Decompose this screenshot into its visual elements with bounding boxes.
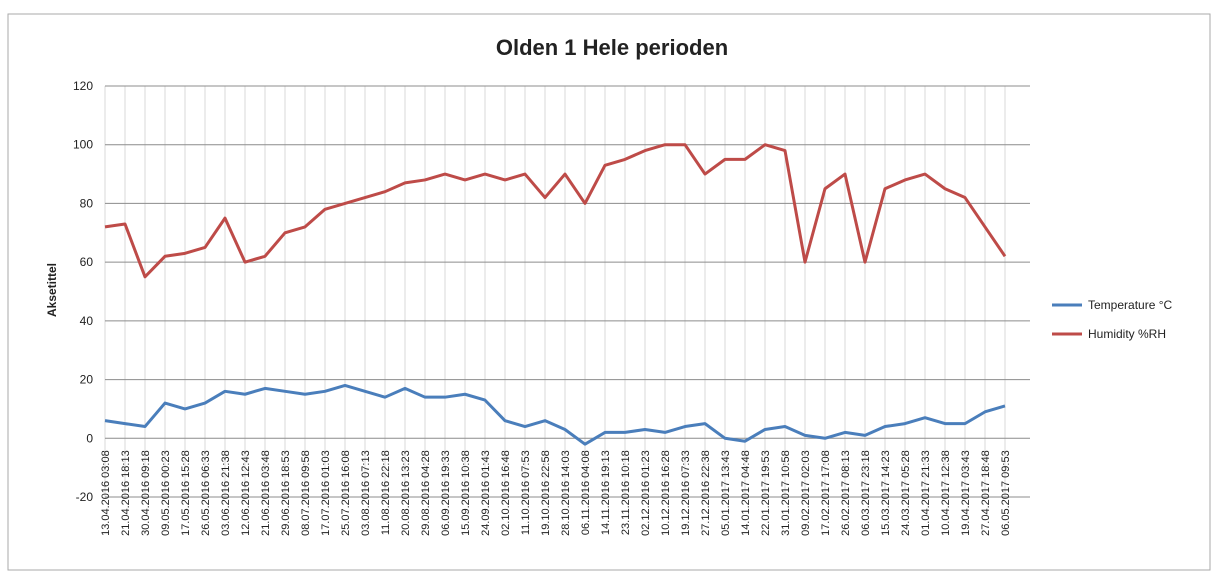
x-tick-label: 20.08.2016 13:23 [400,450,412,536]
x-tick-label: 21.06.2016 03:48 [260,450,272,536]
x-tick-label: 17.07.2016 01:03 [320,450,332,536]
x-tick-label: 29.08.2016 04:28 [420,450,432,536]
x-tick-label: 19.04.2017 03:43 [960,450,972,536]
x-tick-label: 02.12.2016 01:23 [640,450,652,536]
x-tick-label: 05.01.2017 13:43 [720,450,732,536]
x-tick-label: 06.09.2016 19:33 [440,450,452,536]
x-tick-label: 02.10.2016 16:48 [500,450,512,536]
x-tick-label: 21.04.2016 18:13 [120,450,132,536]
x-tick-label: 25.07.2016 16:08 [340,450,352,536]
y-tick-label: 40 [80,314,94,328]
x-tick-label: 14.01.2017 04:48 [740,450,752,536]
x-tick-label: 19.10.2016 22:58 [540,450,552,536]
x-tick-label: 24.09.2016 01:43 [480,450,492,536]
x-tick-label: 27.12.2016 22:38 [700,450,712,536]
x-tick-label: 30.04.2016 09:18 [140,450,152,536]
chart-title: Olden 1 Hele perioden [496,35,728,60]
x-tick-label: 03.08.2016 07:13 [360,450,372,536]
y-tick-label: 60 [80,255,94,269]
x-tick-label: 13.04.2016 03:08 [100,450,112,536]
y-axis-title: Aksetittel [45,263,59,317]
x-tick-label: 17.02.2017 17:08 [820,450,832,536]
y-tick-label: 100 [73,138,93,152]
x-tick-label: 14.11.2016 19:13 [600,450,612,535]
x-tick-label: 06.11.2016 04:08 [580,450,592,535]
x-tick-label: 10.12.2016 16:28 [660,450,672,536]
x-tick-label: 15.03.2017 14:23 [880,450,892,536]
x-tick-label: 11.10.2016 07:53 [520,450,532,535]
x-tick-label: 06.03.2017 23:18 [860,450,872,536]
x-tick-label: 31.01.2017 10:58 [780,450,792,536]
x-tick-label: 10.04.2017 12:38 [940,450,952,536]
x-tick-label: 01.04.2017 21:33 [920,450,932,536]
x-tick-label: 28.10.2016 14:03 [560,450,572,536]
x-tick-label: 22.01.2017 19:53 [760,450,772,536]
y-tick-label: 80 [80,196,94,210]
y-tick-label: 120 [73,79,93,93]
y-tick-label: 0 [86,431,93,445]
x-tick-label: 12.06.2016 12:43 [240,450,252,536]
x-tick-label: 29.06.2016 18:53 [280,450,292,536]
x-tick-label: 09.05.2016 00:23 [160,450,172,536]
x-tick-label: 03.06.2016 21:38 [220,450,232,536]
x-tick-label: 24.03.2017 05:28 [900,450,912,536]
x-tick-label: 26.05.2016 06:33 [200,450,212,536]
y-tick-label: -20 [76,490,94,504]
x-tick-label: 17.05.2016 15:28 [180,450,192,536]
y-tick-label: 20 [80,373,94,387]
x-tick-label: 23.11.2016 10:18 [620,450,632,535]
legend-label: Humidity %RH [1088,327,1166,341]
x-tick-label: 15.09.2016 10:38 [460,450,472,536]
series-line [104,383,1006,446]
series-line [104,143,1007,279]
x-tick-label: 19.12.2016 07:33 [680,450,692,536]
x-tick-label: 11.08.2016 22:18 [380,450,392,535]
chart-frame [7,13,1211,571]
x-tick-label: 06.05.2017 09:53 [1000,450,1012,536]
x-tick-label: 27.04.2017 18:48 [980,450,992,536]
x-tick-label: 08.07.2016 09:58 [300,450,312,536]
legend-label: Temperature °C [1088,298,1172,312]
x-tick-label: 09.02.2017 02:03 [800,450,812,536]
x-tick-label: 26.02.2017 08:13 [840,450,852,536]
